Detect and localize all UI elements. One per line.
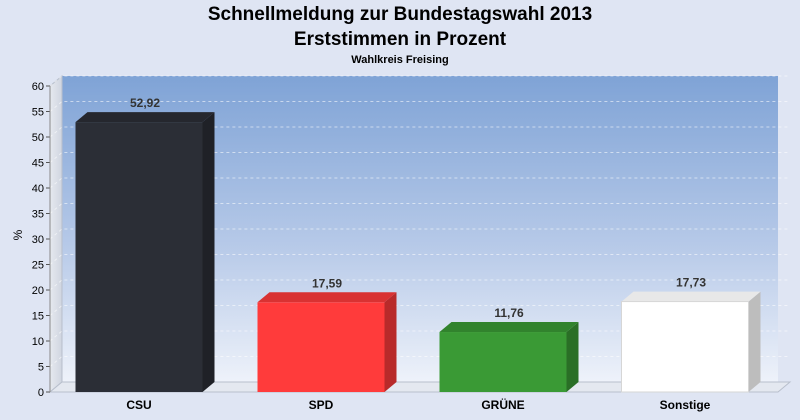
gridline (49, 279, 790, 291)
chart-title: Schnellmeldung zur Bundestagswahl 2013 (207, 4, 593, 25)
x-tick-label: CSU (126, 398, 151, 412)
x-tick-label: Sonstige (660, 398, 711, 412)
y-tick-label: 15 (32, 311, 44, 323)
bar-top (257, 292, 397, 303)
bar-value-label: 11,76 (494, 306, 524, 320)
bar-value-label: 17,73 (676, 276, 706, 290)
bar-value-label: 17,59 (312, 276, 342, 290)
bar-front (257, 302, 385, 392)
y-tick-label: 20 (32, 285, 44, 297)
x-tick-label: SPD (309, 398, 334, 412)
gridline (49, 101, 790, 112)
bar-side (566, 322, 579, 392)
chart-title-2: Erststimmen in Prozent (293, 29, 507, 50)
bar-front (75, 122, 203, 392)
bar (621, 291, 761, 393)
bar (257, 292, 397, 392)
bar-top (621, 291, 761, 302)
gridline (49, 75, 790, 87)
bar-side (748, 291, 761, 392)
y-tick-label: 0 (38, 387, 44, 399)
gridline (49, 126, 790, 138)
y-tick-label: 5 (38, 362, 44, 374)
y-tick-label: 10 (32, 336, 44, 348)
bar-top (439, 322, 579, 333)
bar (75, 112, 215, 392)
chart-subtitle: Wahlkreis Freising (351, 54, 449, 66)
gridline (49, 152, 790, 163)
bar-side (202, 112, 215, 392)
gridline (49, 203, 790, 214)
y-tick-label: 35 (32, 209, 44, 221)
y-axis-label: % (11, 229, 25, 240)
bar (439, 322, 579, 392)
y-tick-label: 30 (32, 234, 44, 246)
gridline (49, 254, 790, 265)
bar-value-label: 52,92 (130, 96, 160, 110)
y-tick-label: 40 (32, 183, 44, 195)
x-tick-label: GRÜNE (481, 397, 524, 412)
y-tick-label: 25 (32, 260, 44, 272)
bar-front (439, 332, 567, 392)
bar-side (384, 292, 397, 392)
gridline (49, 177, 790, 189)
bar-top (75, 112, 215, 123)
bar-front (621, 301, 749, 393)
y-tick-label: 55 (32, 107, 44, 119)
y-tick-label: 50 (32, 132, 44, 144)
gridline (49, 228, 790, 240)
y-tick-label: 60 (32, 81, 44, 93)
y-tick-label: 45 (32, 158, 44, 170)
gridline (49, 305, 790, 316)
